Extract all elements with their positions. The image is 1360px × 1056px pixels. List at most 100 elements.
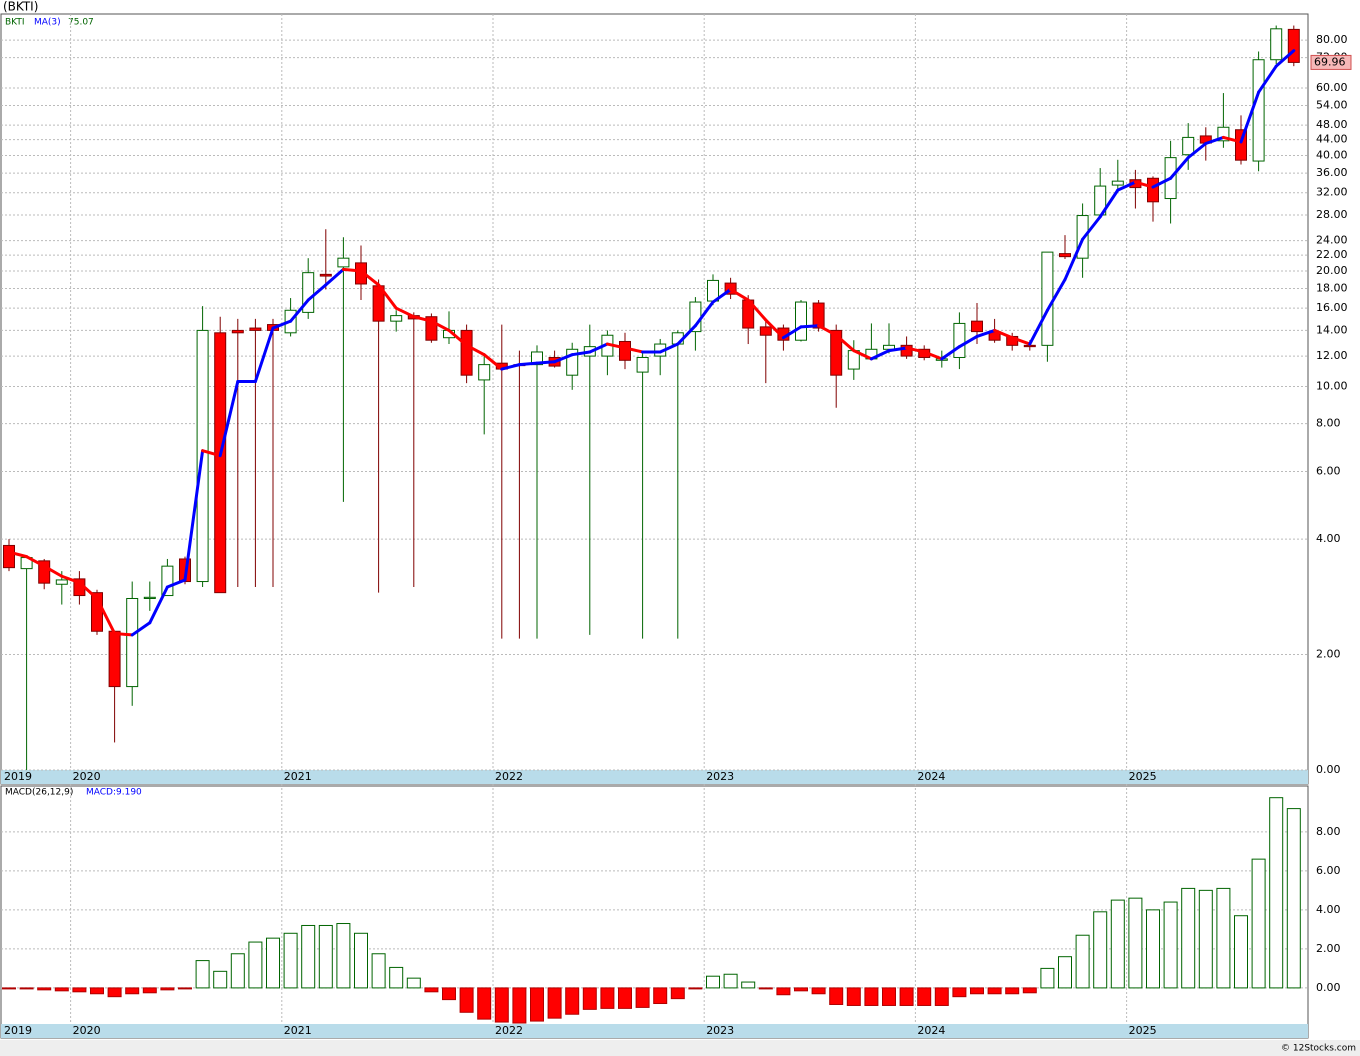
macd-bar xyxy=(811,987,826,995)
last-price-box xyxy=(1310,54,1352,70)
price-year-strip xyxy=(1,770,1308,784)
ma-segment xyxy=(764,318,785,340)
ma-segment xyxy=(535,360,557,365)
ma-segment xyxy=(693,300,715,328)
ma-segment xyxy=(922,350,944,361)
y-tick-label: 0.00 xyxy=(1316,981,1341,994)
ma-segment xyxy=(7,550,29,559)
ma-segment xyxy=(1169,156,1190,180)
ma-segment xyxy=(148,585,169,625)
macd-bar xyxy=(635,987,650,1008)
ma-value: 75.07 xyxy=(68,18,94,28)
macd-bar xyxy=(37,987,52,991)
macd-bar xyxy=(389,966,404,989)
ma-segment xyxy=(869,349,891,361)
ma-segment xyxy=(289,298,310,323)
ma-segment xyxy=(324,267,345,287)
macd-bar xyxy=(512,987,527,1024)
candle-body xyxy=(319,273,332,277)
ma-segment xyxy=(1221,135,1243,144)
macd-bar xyxy=(653,987,668,1005)
macd-bar xyxy=(266,937,280,989)
candle-body xyxy=(126,597,139,688)
candle-body xyxy=(1147,177,1159,203)
macd-bar xyxy=(582,987,597,1010)
macd-bar xyxy=(794,987,808,992)
ma-segment xyxy=(306,283,328,302)
last-price-label: 69.96 xyxy=(1314,55,1346,68)
ma-segment xyxy=(957,334,979,349)
ma-segment xyxy=(658,342,680,354)
ma-segment xyxy=(201,449,222,458)
x-tick-label: 2024 xyxy=(917,770,945,783)
candle-body xyxy=(302,272,315,313)
ma-segment xyxy=(394,306,416,319)
y-tick-label: 44.00 xyxy=(1316,133,1348,146)
macd-bar xyxy=(600,987,615,1009)
ma-segment xyxy=(77,581,99,600)
candle-body xyxy=(1182,136,1195,156)
ma-segment xyxy=(1010,336,1032,346)
macd-bar xyxy=(283,932,298,989)
macd-bar xyxy=(670,987,685,1000)
candle-body xyxy=(1287,28,1300,63)
ma-segment xyxy=(834,333,856,353)
macd-bar xyxy=(1181,887,1196,989)
ma-segment xyxy=(905,346,926,354)
ma-segment xyxy=(605,342,627,350)
candle-body xyxy=(636,356,649,373)
ma-segment xyxy=(1098,188,1120,219)
ma-segment xyxy=(1028,308,1049,346)
macd-bar xyxy=(371,953,386,989)
macd-bar xyxy=(741,981,756,989)
ma-segment xyxy=(60,574,81,585)
y-tick-label: 10.00 xyxy=(1316,379,1348,392)
macd-bar xyxy=(107,987,122,998)
macd-bar xyxy=(160,987,175,991)
x-tick-label: 2020 xyxy=(73,1024,101,1037)
macd-bar xyxy=(1146,909,1160,989)
macd-bar xyxy=(1110,899,1125,989)
y-tick-label: 6.00 xyxy=(1316,465,1341,478)
macd-bar xyxy=(829,987,844,1005)
macd-bar xyxy=(19,987,34,990)
y-tick-label: 36.00 xyxy=(1316,166,1348,179)
x-tick-label: 2025 xyxy=(1129,1024,1157,1037)
candle-body xyxy=(1235,129,1247,161)
ma-segment xyxy=(676,324,697,346)
x-tick-label: 2019 xyxy=(4,1024,32,1037)
candle-body xyxy=(1252,59,1265,162)
candle-body xyxy=(108,630,121,688)
macd-bar xyxy=(1163,901,1178,989)
macd-bar xyxy=(882,987,896,1006)
y-tick-label: 80.00 xyxy=(1316,33,1348,46)
ma-segment xyxy=(1274,49,1296,68)
ma-segment xyxy=(993,328,1014,340)
macd-bar xyxy=(547,987,562,1019)
ma-segment xyxy=(746,298,768,322)
candle-body xyxy=(214,332,227,594)
ma-segment xyxy=(359,269,381,287)
macd-bar xyxy=(1005,987,1020,995)
ma-segment xyxy=(852,349,873,361)
ma-segment xyxy=(1204,135,1225,145)
candle-body xyxy=(55,579,68,585)
macd-bar xyxy=(1058,956,1072,989)
candle-body xyxy=(143,596,156,599)
candle-body xyxy=(3,544,15,569)
y-tick-label: 54.00 xyxy=(1316,99,1348,112)
candle-body xyxy=(231,329,244,334)
y-tick-label: 8.00 xyxy=(1316,417,1341,430)
x-tick-label: 2020 xyxy=(73,770,101,783)
ma-segment xyxy=(1186,141,1208,160)
candle-body xyxy=(337,257,350,268)
macd-bar xyxy=(213,970,228,989)
candle-body xyxy=(478,364,491,381)
ma-segment xyxy=(42,564,64,578)
macd-bar xyxy=(618,987,632,1009)
candle-body xyxy=(460,329,473,376)
ma-segment xyxy=(799,324,821,329)
candle-body xyxy=(566,348,579,376)
y-tick-label: 14.00 xyxy=(1316,323,1348,336)
